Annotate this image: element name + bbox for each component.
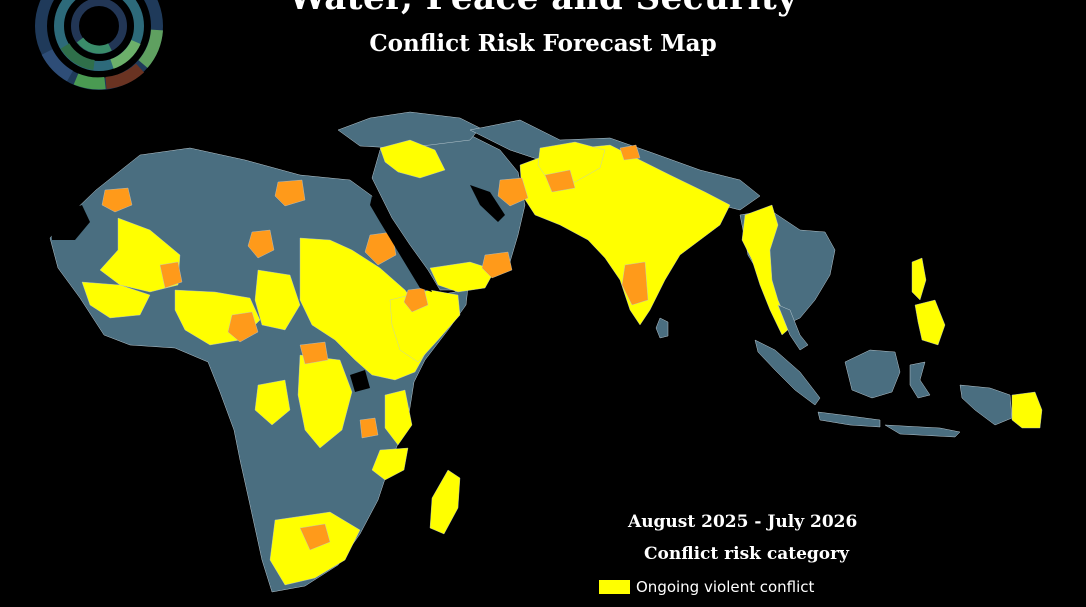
red-sea: [370, 196, 432, 292]
legend-heading: Conflict risk category: [644, 544, 849, 564]
sulawesi: [909, 361, 931, 399]
forecast-period: August 2025 - July 2026: [628, 512, 858, 532]
new-guinea-east: [1011, 391, 1043, 429]
legend-swatch-ongoing-conflict: [599, 580, 630, 594]
map-subtitle: Conflict Risk Forecast Map: [369, 30, 717, 57]
wps-logo: [35, 0, 163, 90]
western-sahara-void: [50, 205, 90, 240]
madagascar: [429, 469, 461, 535]
malay-peninsula: [777, 304, 809, 351]
lesser-sunda: [884, 424, 961, 438]
sri-lanka: [655, 317, 669, 339]
turkey-region: [337, 111, 481, 149]
java: [817, 411, 881, 428]
borneo: [844, 349, 901, 399]
south-asia: [519, 144, 731, 326]
sumatra: [754, 339, 821, 406]
philippines-south: [914, 299, 946, 346]
persian-gulf: [470, 185, 505, 222]
emerging-risk-areas: [101, 144, 649, 551]
middle-east-conflict-areas: [379, 139, 606, 293]
new-guinea-west: [959, 384, 1013, 426]
map-title: Water, Peace and Security: [0, 0, 1086, 18]
philippines-north: [911, 257, 927, 301]
africa-conflict-areas: [81, 217, 461, 586]
legend-label-ongoing-conflict: Ongoing violent conflict: [636, 578, 815, 596]
lake-victoria: [350, 370, 370, 392]
